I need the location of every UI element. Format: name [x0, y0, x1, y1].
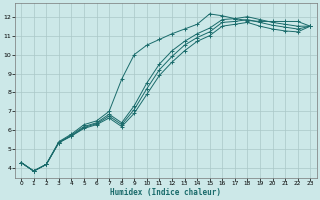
- X-axis label: Humidex (Indice chaleur): Humidex (Indice chaleur): [110, 188, 221, 197]
